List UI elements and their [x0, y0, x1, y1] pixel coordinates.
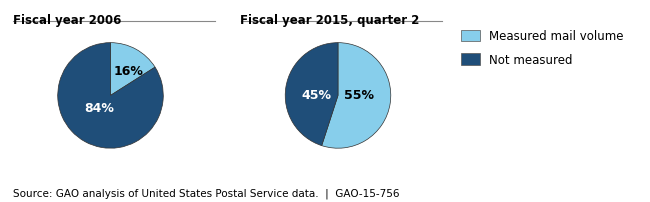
Wedge shape	[322, 43, 391, 148]
Text: 16%: 16%	[114, 64, 144, 77]
Wedge shape	[111, 43, 155, 96]
Text: 84%: 84%	[84, 101, 114, 114]
Text: 55%: 55%	[344, 88, 374, 101]
Text: Fiscal year 2015, quarter 2: Fiscal year 2015, quarter 2	[240, 14, 420, 27]
Text: Source: GAO analysis of United States Postal Service data.  |  GAO-15-756: Source: GAO analysis of United States Po…	[13, 187, 400, 198]
Wedge shape	[285, 43, 338, 146]
Text: 45%: 45%	[302, 88, 332, 101]
Wedge shape	[58, 43, 163, 148]
Legend: Measured mail volume, Not measured: Measured mail volume, Not measured	[461, 30, 624, 66]
Text: Fiscal year 2006: Fiscal year 2006	[13, 14, 122, 27]
